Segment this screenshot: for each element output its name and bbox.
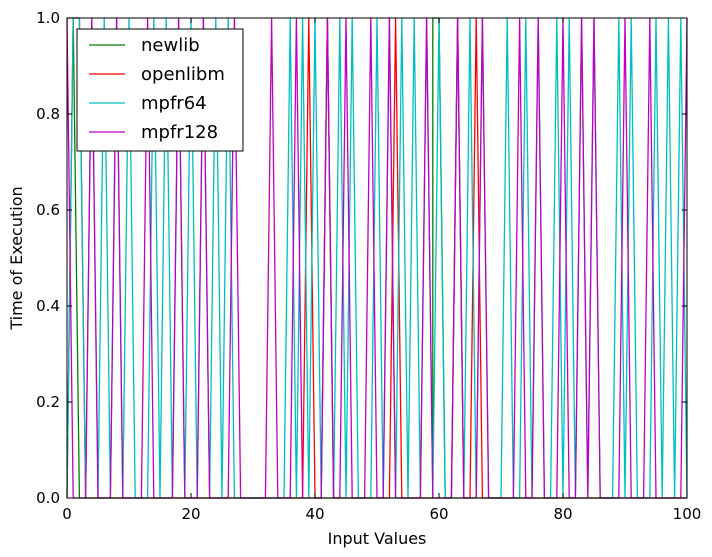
x-tick-label: 80	[553, 505, 572, 523]
x-axis-label: Input Values	[328, 529, 427, 548]
y-tick-label: 0.2	[36, 393, 60, 411]
y-axis-label: Time of Execution	[7, 186, 26, 330]
x-tick-label: 100	[673, 505, 702, 523]
legend: newlib openlibm mpfr64 mpfr128	[76, 28, 244, 152]
legend-label-mpfr64: mpfr64	[141, 93, 207, 114]
x-tick-label: 40	[305, 505, 324, 523]
y-tick-label: 1.0	[36, 9, 60, 27]
y-tick-label: 0.8	[36, 105, 60, 123]
legend-label-newlib: newlib	[141, 35, 200, 56]
x-tick-label: 60	[429, 505, 448, 523]
x-tick-label: 0	[62, 505, 72, 523]
x-tick-label: 20	[181, 505, 200, 523]
plot-frame	[66, 17, 688, 499]
legend-label-mpfr128: mpfr128	[141, 122, 218, 143]
y-tick-label: 0.6	[36, 201, 60, 219]
legend-box	[76, 28, 244, 152]
y-tick-label: 0.0	[36, 489, 60, 507]
legend-label-openlibm: openlibm	[141, 64, 225, 85]
tick-layer: 0 20 40 60 80 100 0.0 0.2 0.4 0.6 0.8 1.0	[36, 9, 701, 523]
y-tick-label: 0.4	[36, 297, 60, 315]
